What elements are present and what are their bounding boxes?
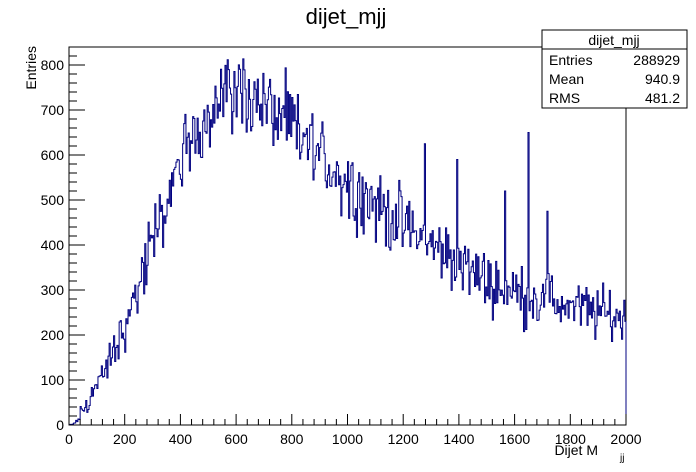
x-tick-label: 1000 (332, 431, 363, 447)
histogram-line (68, 58, 627, 426)
x-tick-label: 400 (169, 431, 193, 447)
x-tick-label: 200 (113, 431, 137, 447)
stats-rms-label: RMS (549, 90, 580, 106)
y-tick-label: 200 (41, 327, 65, 343)
x-tick-label: 2000 (610, 431, 641, 447)
x-axis: 0 200 400 600 800 1000 1200 1400 1600 1800 2000 (65, 414, 642, 447)
stats-entries-value: 288929 (633, 52, 680, 68)
y-tick-label: 400 (41, 237, 65, 253)
x-tick-label: 1800 (555, 431, 586, 447)
x-tick-label: 1600 (499, 431, 530, 447)
stats-mean-value: 940.9 (645, 71, 680, 87)
y-tick-label: 800 (41, 57, 65, 73)
x-tick-label: 800 (280, 431, 304, 447)
stats-mean-label: Mean (549, 71, 584, 87)
y-axis: 0 100 200 300 400 500 600 700 800 (41, 46, 85, 433)
y-tick-label: 500 (41, 192, 65, 208)
y-tick-label: 600 (41, 147, 65, 163)
stats-box-frame (541, 29, 688, 109)
x-axis-title: Dijet M (554, 442, 598, 458)
histogram-series (68, 58, 627, 426)
stats-box: dijet_mjj Entries 288929 Mean 940.9 RMS … (541, 29, 688, 109)
y-tick-label: 700 (41, 102, 65, 118)
y-tick-label: 0 (56, 417, 64, 433)
y-tick-label: 100 (41, 372, 65, 388)
x-tick-label: 1200 (388, 431, 419, 447)
chart-title: dijet_mjj (306, 4, 387, 29)
stats-box-title: dijet_mjj (588, 32, 639, 48)
stats-rms-value: 481.2 (645, 90, 680, 106)
x-tick-label: 1400 (443, 431, 474, 447)
y-tick-label: 300 (41, 282, 65, 298)
y-axis-title: Entries (23, 46, 39, 90)
stats-entries-label: Entries (549, 52, 593, 68)
x-axis-title-subscript: jj (619, 453, 624, 464)
x-tick-label: 600 (224, 431, 248, 447)
x-tick-label: 0 (65, 431, 73, 447)
